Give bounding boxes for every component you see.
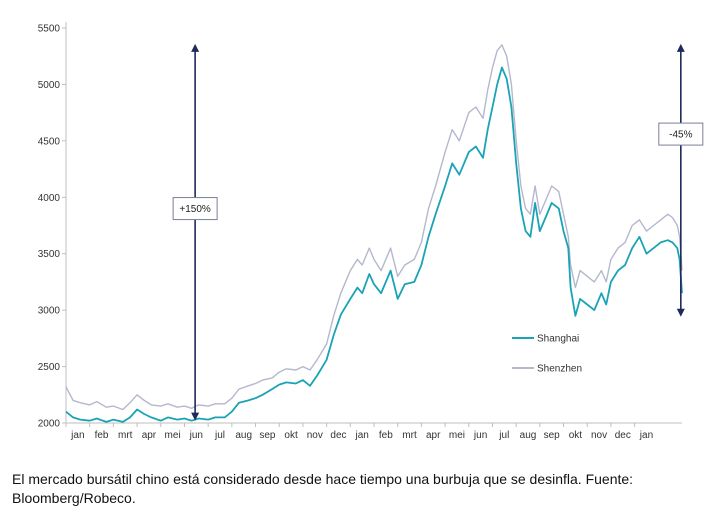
y-axis: 2000 2500 3000 3500 4000 4500 5000 5500 — [38, 22, 67, 430]
x-tick-label: feb — [95, 430, 109, 441]
x-tick-label: jun — [189, 430, 203, 441]
x-tick-label: mei — [165, 430, 181, 441]
x-tick-label: apr — [426, 430, 441, 441]
legend-label: Shenzhen — [537, 364, 582, 375]
x-tick-label: sep — [544, 430, 561, 441]
annotation-label: +150% — [179, 204, 211, 215]
x-axis: jan feb mrt apr mei jun jul aug sep okt nov dec jan f… — [65, 422, 682, 441]
y-tick-label: 3000 — [38, 306, 61, 317]
x-tick-label: jun — [473, 430, 487, 441]
legend-label: Shanghai — [537, 334, 579, 345]
x-tick-label: mei — [449, 430, 465, 441]
legend: Shanghai Shenzhen — [512, 334, 582, 375]
x-tick-label: apr — [142, 430, 157, 441]
x-tick-label: jan — [70, 430, 84, 441]
series-line-shanghai — [65, 66, 683, 423]
annotation-arrowhead-up — [676, 43, 685, 52]
annotation-arrowhead-down — [676, 308, 685, 317]
annotation-layer: +150% -45% — [172, 43, 704, 421]
x-tick-label: mrt — [118, 430, 133, 441]
x-tick-label: jan — [639, 430, 653, 441]
y-tick-label: 5000 — [38, 80, 61, 91]
x-tick-label: dec — [615, 430, 631, 441]
x-tick-label: dec — [330, 430, 346, 441]
x-tick-label: feb — [379, 430, 393, 441]
series-line-shenzhen — [65, 44, 683, 411]
y-tick-label: 4000 — [38, 193, 61, 204]
y-tick-label: 2500 — [38, 362, 61, 373]
y-tick-label: 5500 — [38, 24, 61, 35]
x-tick-label: jul — [214, 430, 225, 441]
annotation-arrowhead-up — [191, 43, 200, 52]
x-tick-label: nov — [307, 430, 323, 441]
x-tick-label: aug — [235, 430, 252, 441]
annotation-arrowhead-down — [191, 412, 200, 421]
x-tick-label: mrt — [402, 430, 417, 441]
x-tick-label: nov — [591, 430, 607, 441]
x-tick-label: okt — [569, 430, 583, 441]
x-tick-label: okt — [284, 430, 298, 441]
annotation-box — [658, 122, 704, 146]
series-layer — [65, 44, 683, 423]
y-tick-label: 2000 — [38, 419, 61, 430]
x-tick-label: aug — [520, 430, 537, 441]
figure-caption: El mercado bursátil chino está considera… — [12, 471, 634, 506]
annotation-box — [172, 197, 218, 221]
x-tick-label: jan — [354, 430, 368, 441]
y-tick-label: 3500 — [38, 249, 61, 260]
y-tick-label: 4500 — [38, 136, 61, 147]
x-tick-label: jul — [498, 430, 509, 441]
annotation-label: -45% — [669, 130, 692, 141]
x-tick-label: sep — [259, 430, 276, 441]
